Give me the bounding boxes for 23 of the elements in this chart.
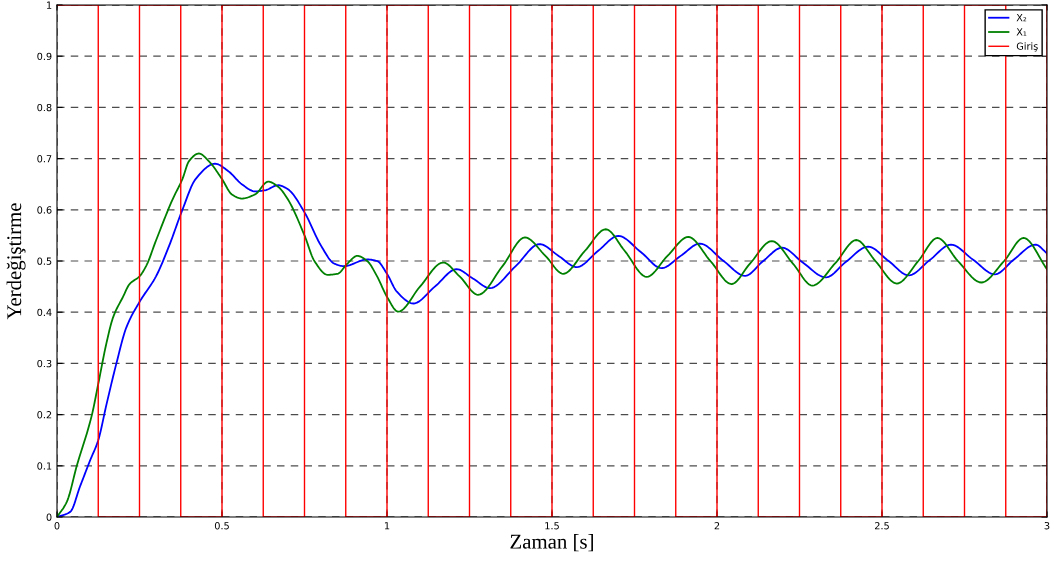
y-tick-label: 0.9 xyxy=(37,52,52,61)
x-tick-label: 3 xyxy=(1044,522,1050,530)
y-tick-label: 0.2 xyxy=(37,411,52,419)
y-tick-label: 0.6 xyxy=(37,206,52,214)
y-tick-label: 0.4 xyxy=(37,308,52,317)
x-axis-title: Zaman [s] xyxy=(510,534,593,552)
y-tick-label: 0.1 xyxy=(37,462,52,470)
x-tick-label: 2.5 xyxy=(874,522,889,530)
x-tick-label: 2 xyxy=(714,522,720,530)
y-tick-label: 1 xyxy=(47,1,52,9)
y-tick-label: 0.8 xyxy=(37,103,52,112)
x-tick-label: 1 xyxy=(384,522,390,530)
legend-label: X₂ xyxy=(1016,14,1027,22)
x-tick-label: 0 xyxy=(54,522,60,530)
x-tick-label: 0.5 xyxy=(214,522,229,530)
legend-label: X₁ xyxy=(1016,28,1027,36)
y-tick-label: 0.7 xyxy=(37,155,52,163)
legend-label: Giriş xyxy=(1016,42,1038,52)
y-tick-label: 0.3 xyxy=(37,359,52,368)
x-tick-label: 1.5 xyxy=(545,522,559,530)
y-axis-title: Yerdeğiştirme xyxy=(6,203,26,320)
y-tick-label: 0 xyxy=(46,513,52,521)
y-tick-label: 0.5 xyxy=(37,257,52,265)
